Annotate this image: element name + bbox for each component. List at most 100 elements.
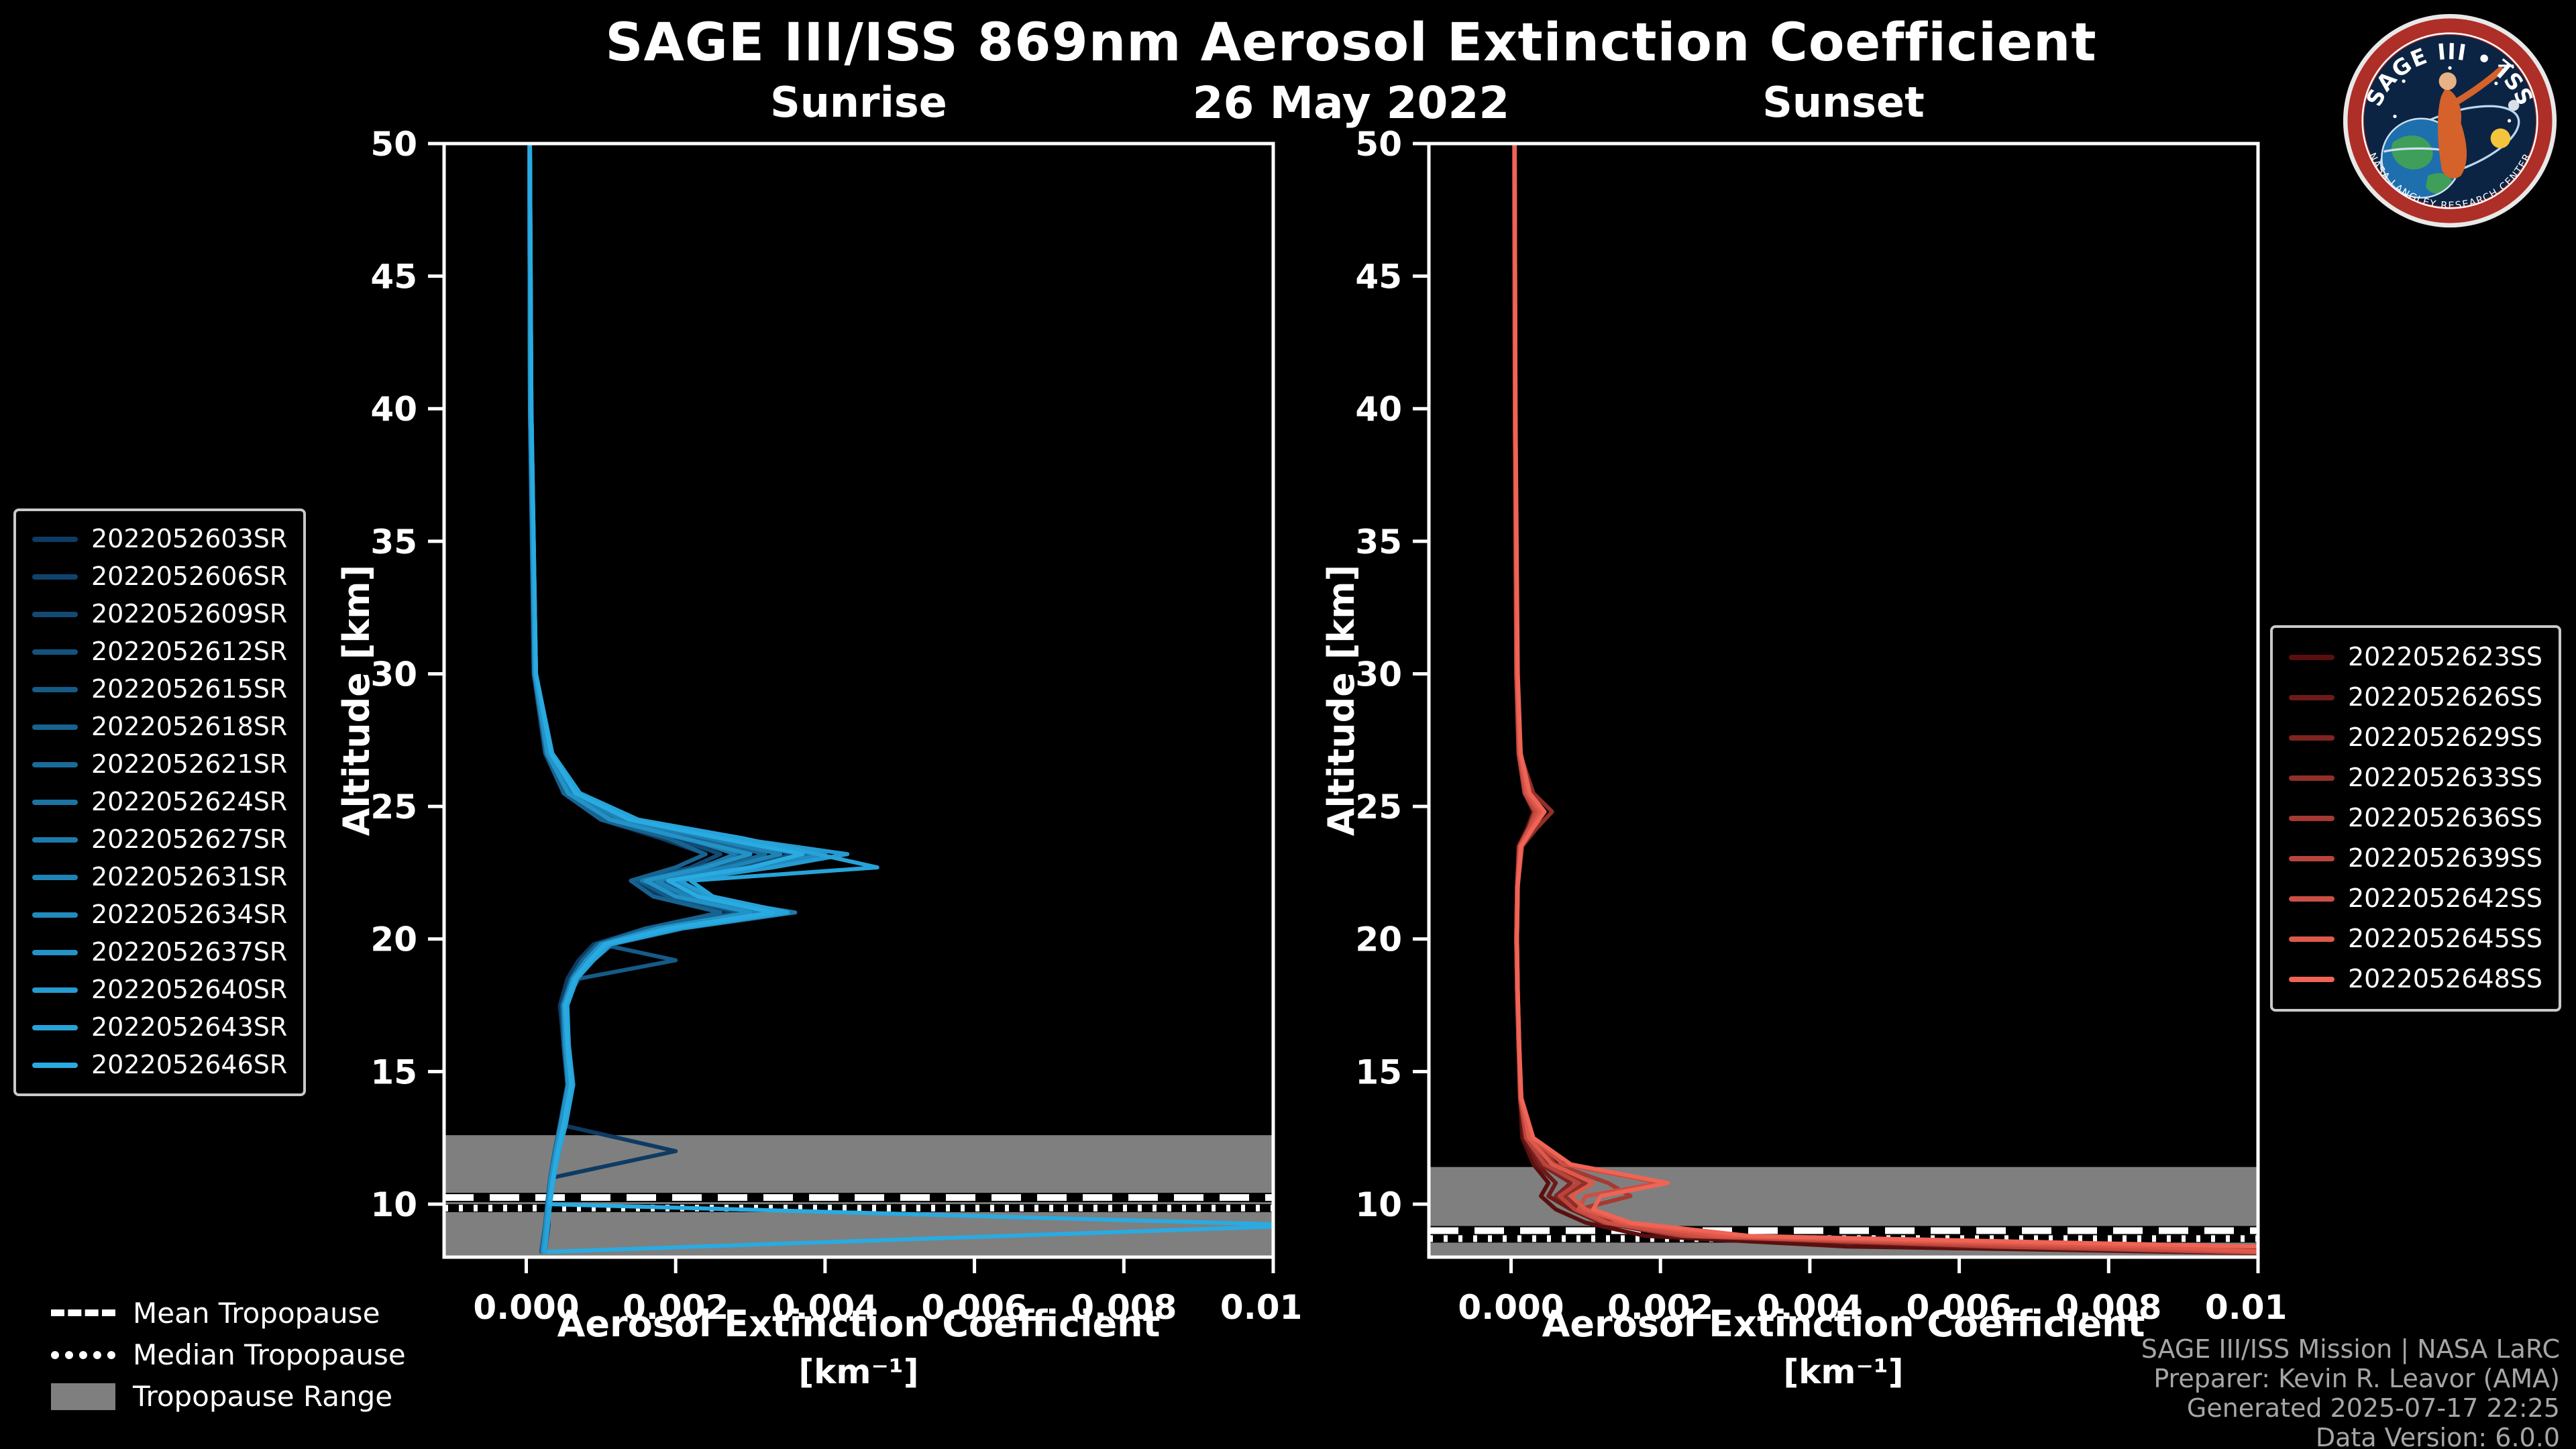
legend-swatch bbox=[2289, 695, 2334, 700]
legend-label: 2022052633SS bbox=[2348, 763, 2543, 793]
credit-line: SAGE III/ISS Mission | NASA LaRC bbox=[2141, 1335, 2560, 1364]
star-icon bbox=[2494, 81, 2498, 85]
legend-swatch bbox=[2289, 655, 2334, 660]
y-tick-label: 10 bbox=[1355, 1185, 1402, 1224]
legend-item-median-tropopause: Median Tropopause bbox=[51, 1334, 406, 1375]
legend-swatch bbox=[2289, 896, 2334, 902]
sunset-chart: 10 15 20 25 30 35 40 45 50 0.000 0.002 0.004 0.006 0.… bbox=[1308, 127, 2285, 1362]
x-tick-label: 0.010 bbox=[2205, 1288, 2285, 1327]
figure-arm bbox=[2451, 66, 2504, 107]
legend-swatch bbox=[32, 762, 78, 767]
legend-item: 2022052640SR bbox=[32, 971, 287, 1009]
legend-swatch bbox=[32, 987, 78, 993]
credit-line: Data Version: 6.0.0 bbox=[2315, 1424, 2560, 1449]
sunrise-y-axis-label: Altitude [km] bbox=[337, 564, 378, 837]
x-tick-label: 0.002 bbox=[1607, 1288, 1713, 1327]
y-tick-label: 30 bbox=[1355, 655, 1402, 694]
legend-item-tropopause-range: Tropopause Range bbox=[51, 1375, 406, 1417]
legend-item: 2022052643SR bbox=[32, 1009, 287, 1046]
legend-swatch bbox=[32, 724, 78, 730]
sunrise-plot-svg: 10 15 20 25 30 35 40 45 50 0.000 0.002 0.004 0.006 0.… bbox=[370, 127, 1300, 1327]
x-tick-label: 0.000 bbox=[473, 1288, 579, 1327]
legend-item: 2022052615SR bbox=[32, 671, 287, 708]
legend-label: 2022052634SR bbox=[91, 900, 288, 930]
legend-swatch bbox=[2289, 735, 2334, 741]
plot-frame bbox=[442, 142, 1275, 1259]
series-group bbox=[1512, 144, 2258, 1256]
sunset-x-axis-units: [km⁻¹] bbox=[1783, 1352, 1904, 1391]
sunset-plot-svg: 10 15 20 25 30 35 40 45 50 0.000 0.002 0.004 0.006 0.… bbox=[1355, 127, 2285, 1327]
legend-swatch bbox=[32, 837, 78, 843]
series-2022052637SR bbox=[527, 144, 753, 1254]
legend-label: 2022052627SR bbox=[91, 825, 288, 855]
legend-item: 2022052631SR bbox=[32, 859, 287, 896]
x-tick-label: 0.006 bbox=[1907, 1288, 2012, 1327]
legend-item: 2022052636SS bbox=[2289, 798, 2542, 839]
legend-label: 2022052626SS bbox=[2348, 683, 2543, 712]
sage-iii-iss-logo: SAGE III • ISS NASA LANGLEY RESEARCH CEN… bbox=[2343, 13, 2557, 228]
legend-label: 2022052645SS bbox=[2348, 924, 2543, 954]
star-icon bbox=[2402, 79, 2406, 83]
legend-item: 2022052629SS bbox=[2289, 718, 2542, 758]
legend-item: 2022052624SR bbox=[32, 784, 287, 821]
legend-swatch bbox=[2289, 977, 2334, 982]
star-icon bbox=[2507, 119, 2512, 123]
legend-swatch bbox=[2289, 816, 2334, 821]
y-tick-label: 50 bbox=[370, 127, 417, 164]
legend-item: 2022052606SR bbox=[32, 558, 287, 596]
legend-swatch bbox=[32, 574, 78, 580]
sunset-x-axis-label: Aerosol Extinction Coefficient bbox=[1542, 1304, 2145, 1346]
legend-swatch bbox=[32, 612, 78, 617]
credits: SAGE III/ISS Mission | NASA LaRC Prepare… bbox=[2141, 1335, 2560, 1449]
sunrise-x-axis-units: [km⁻¹] bbox=[798, 1352, 919, 1391]
dashed-line-swatch bbox=[51, 1309, 115, 1316]
legend-swatch bbox=[2289, 936, 2334, 942]
legend-label: 2022052612SR bbox=[91, 637, 288, 667]
legend-label: 2022052623SS bbox=[2348, 643, 2543, 672]
y-tick-label: 20 bbox=[1355, 920, 1402, 959]
legend-label: 2022052639SS bbox=[2348, 844, 2543, 873]
dotted-line-swatch bbox=[51, 1350, 115, 1358]
sunrise-legend: 2022052603SR 2022052606SR 2022052609SR 2022… bbox=[13, 508, 307, 1096]
gray-band-swatch bbox=[51, 1383, 115, 1409]
legend-label: Median Tropopause bbox=[133, 1338, 406, 1371]
legend-item: 2022052623SS bbox=[2289, 637, 2542, 678]
legend-swatch bbox=[32, 800, 78, 805]
legend-label: 2022052646SR bbox=[91, 1051, 288, 1080]
tropopause-legend: Mean Tropopause Median Tropopause Tropop… bbox=[51, 1292, 406, 1417]
legend-item: 2022052627SR bbox=[32, 821, 287, 859]
y-tick-label: 50 bbox=[1355, 127, 1402, 164]
series-2022052646SR bbox=[528, 144, 1273, 1254]
x-tick-label: 0.004 bbox=[1757, 1288, 1863, 1327]
y-tick-label: 25 bbox=[370, 788, 417, 826]
x-tick-label: 0.002 bbox=[623, 1288, 729, 1327]
y-tick-label: 20 bbox=[370, 920, 417, 959]
legend-label: 2022052637SR bbox=[91, 938, 288, 967]
x-tick-label: 0.010 bbox=[1220, 1288, 1300, 1327]
legend-item: 2022052618SR bbox=[32, 708, 287, 746]
x-tick-label: 0.008 bbox=[1071, 1288, 1177, 1327]
y-tick-label: 30 bbox=[370, 655, 417, 694]
legend-label: 2022052642SS bbox=[2348, 884, 2543, 914]
y-tick-label: 10 bbox=[370, 1185, 417, 1224]
legend-label: 2022052621SR bbox=[91, 750, 288, 780]
legend-label: 2022052606SR bbox=[91, 562, 288, 592]
legend-item: 2022052637SR bbox=[32, 934, 287, 971]
x-tick-label: 0.004 bbox=[772, 1288, 878, 1327]
moon-icon bbox=[2508, 99, 2520, 111]
x-tick-label: 0.006 bbox=[922, 1288, 1028, 1327]
legend-label: 2022052629SS bbox=[2348, 723, 2543, 753]
legend-swatch bbox=[32, 537, 78, 542]
sunrise-chart: 10 15 20 25 30 35 40 45 50 0.000 0.002 0.004 0.006 0.… bbox=[323, 127, 1300, 1362]
x-tick-label: 0.000 bbox=[1458, 1288, 1564, 1327]
y-tick-label: 35 bbox=[370, 523, 417, 561]
legend-label: 2022052609SR bbox=[91, 600, 288, 629]
legend-label: 2022052640SR bbox=[91, 975, 288, 1005]
series-2022052648SS bbox=[1513, 144, 2258, 1249]
y-tick-label: 45 bbox=[370, 258, 417, 297]
legend-item: 2022052612SR bbox=[32, 633, 287, 671]
sunset-y-axis-label: Altitude [km] bbox=[1322, 564, 1363, 837]
plot-background bbox=[1429, 144, 2258, 1257]
legend-item: 2022052642SS bbox=[2289, 879, 2542, 919]
legend-label: 2022052643SR bbox=[91, 1013, 288, 1042]
